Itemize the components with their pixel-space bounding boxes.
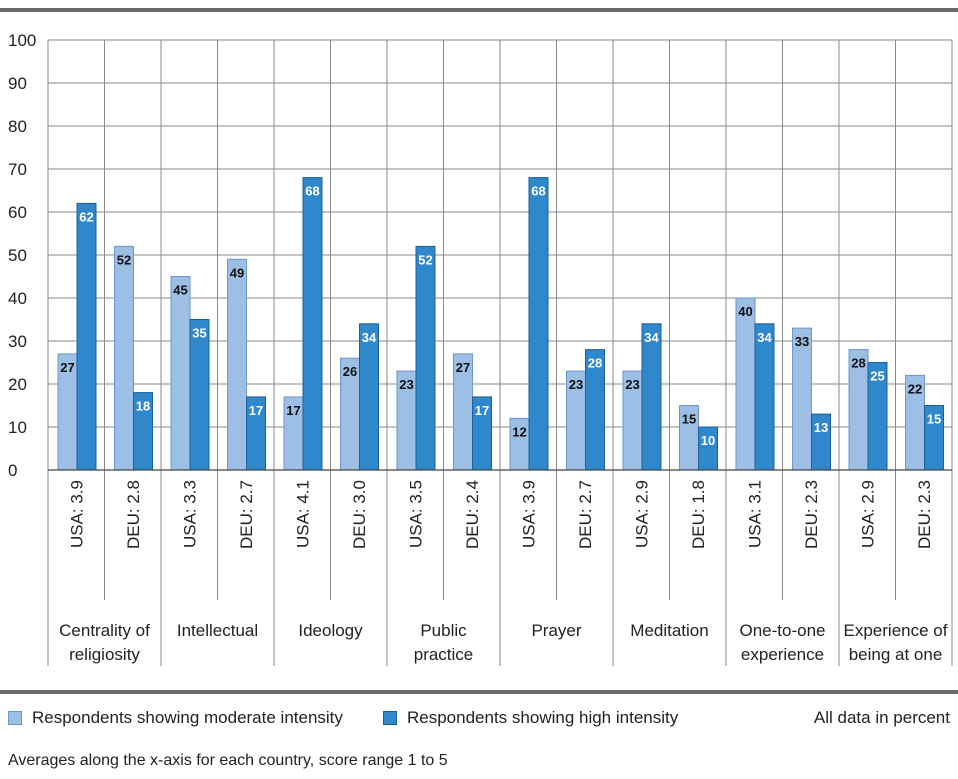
y-tick-label: 30	[8, 332, 27, 351]
category-label: USA: 2.9	[858, 480, 877, 548]
data-label-high: 17	[475, 403, 489, 418]
y-tick-label: 60	[8, 203, 27, 222]
group-label: Ideology	[298, 621, 363, 640]
y-tick-label: 0	[8, 461, 17, 480]
group-label: religiosity	[69, 645, 140, 664]
y-tick-label: 70	[8, 160, 27, 179]
data-label-high: 68	[531, 184, 545, 199]
category-label: DEU: 2.3	[802, 480, 821, 549]
bar-high	[302, 177, 323, 471]
legend-label-high: Respondents showing high intensity	[407, 708, 679, 727]
data-label-moderate: 23	[625, 377, 639, 392]
data-label-high: 68	[305, 184, 319, 199]
category-label: DEU: 2.7	[237, 480, 256, 549]
bar-high	[641, 323, 662, 471]
bar-high	[359, 323, 379, 471]
units-note: All data in percent	[813, 708, 950, 727]
group-label: Intellectual	[177, 621, 258, 640]
group-label: being at one	[849, 645, 943, 664]
y-tick-label: 100	[8, 31, 36, 50]
group-label: Meditation	[630, 621, 708, 640]
data-label-high: 17	[249, 403, 263, 418]
category-label: USA: 3.1	[745, 480, 764, 548]
footnote: Averages along the x-axis for each count…	[8, 752, 448, 769]
legend-item-high: Respondents showing high intensity	[383, 708, 678, 728]
data-label-high: 34	[757, 330, 772, 345]
bottom-rule	[0, 690, 958, 694]
y-tick-label: 20	[8, 375, 27, 394]
bar-high	[415, 245, 436, 471]
data-label-moderate: 23	[569, 377, 583, 392]
category-label: DEU: 2.7	[576, 480, 595, 549]
category-label: USA: 3.3	[180, 480, 199, 548]
bar-high	[754, 323, 775, 471]
category-label: DEU: 2.3	[915, 480, 934, 549]
data-label-moderate: 23	[399, 377, 413, 392]
category-label: USA: 3.9	[519, 480, 538, 548]
y-tick-label: 80	[8, 117, 27, 136]
data-label-moderate: 26	[343, 364, 357, 379]
data-label-high: 34	[644, 330, 659, 345]
y-tick-label: 40	[8, 289, 27, 308]
data-label-high: 18	[136, 399, 150, 414]
data-label-high: 52	[418, 252, 432, 267]
category-label: USA: 3.5	[406, 480, 425, 548]
legend: Respondents showing moderate intensity R…	[0, 700, 958, 736]
y-tick-label: 50	[8, 246, 27, 265]
y-tick-label: 10	[8, 418, 27, 437]
bar-moderate	[227, 258, 247, 471]
y-tick-label: 90	[8, 74, 27, 93]
category-label: USA: 4.1	[293, 480, 312, 548]
data-label-moderate: 27	[60, 360, 74, 375]
bar-moderate	[170, 276, 191, 471]
legend-swatch-moderate	[8, 711, 22, 725]
bar-moderate	[735, 297, 756, 471]
category-label: USA: 3.9	[67, 480, 86, 548]
group-label: experience	[741, 645, 824, 664]
data-label-moderate: 28	[851, 356, 865, 371]
legend-item-moderate: Respondents showing moderate intensity	[8, 708, 343, 728]
category-label: DEU: 3.0	[350, 480, 369, 549]
data-label-moderate: 49	[230, 265, 244, 280]
data-label-moderate: 33	[795, 334, 809, 349]
data-label-high: 62	[79, 209, 93, 224]
data-label-moderate: 45	[173, 283, 187, 298]
data-label-high: 13	[814, 420, 828, 435]
group-label: practice	[414, 645, 474, 664]
data-label-high: 35	[192, 326, 206, 341]
category-label: DEU: 2.4	[463, 480, 482, 549]
data-label-high: 15	[927, 412, 941, 427]
category-label: USA: 2.9	[632, 480, 651, 548]
group-label: Centrality of	[59, 621, 150, 640]
bar-high	[189, 319, 210, 471]
legend-swatch-high	[383, 711, 397, 725]
data-label-high: 10	[701, 433, 715, 448]
group-label: Experience of	[844, 621, 948, 640]
bar-high	[528, 177, 549, 471]
data-label-moderate: 52	[117, 252, 131, 267]
category-label: DEU: 2.8	[124, 480, 143, 549]
data-label-moderate: 22	[908, 381, 922, 396]
group-label: Public	[420, 621, 467, 640]
bar-moderate	[114, 245, 134, 471]
top-rule	[0, 8, 958, 12]
bar-high	[76, 202, 97, 471]
data-label-moderate: 15	[682, 412, 696, 427]
group-label: Prayer	[531, 621, 581, 640]
data-label-moderate: 17	[286, 403, 300, 418]
legend-label-moderate: Respondents showing moderate intensity	[32, 708, 343, 727]
data-label-moderate: 27	[456, 360, 470, 375]
category-label: DEU: 1.8	[689, 480, 708, 549]
data-label-high: 28	[588, 356, 602, 371]
data-label-high: 34	[362, 330, 377, 345]
data-label-moderate: 12	[512, 424, 526, 439]
bar-chart: 0 10 20 30 40 50 60 70 80 90 100 27 62 USA: 3.9 52 18 DE…	[0, 8, 958, 694]
data-label-high: 25	[870, 369, 884, 384]
data-label-moderate: 40	[738, 304, 752, 319]
group-label: One-to-one	[740, 621, 826, 640]
bar-moderate	[792, 327, 812, 471]
